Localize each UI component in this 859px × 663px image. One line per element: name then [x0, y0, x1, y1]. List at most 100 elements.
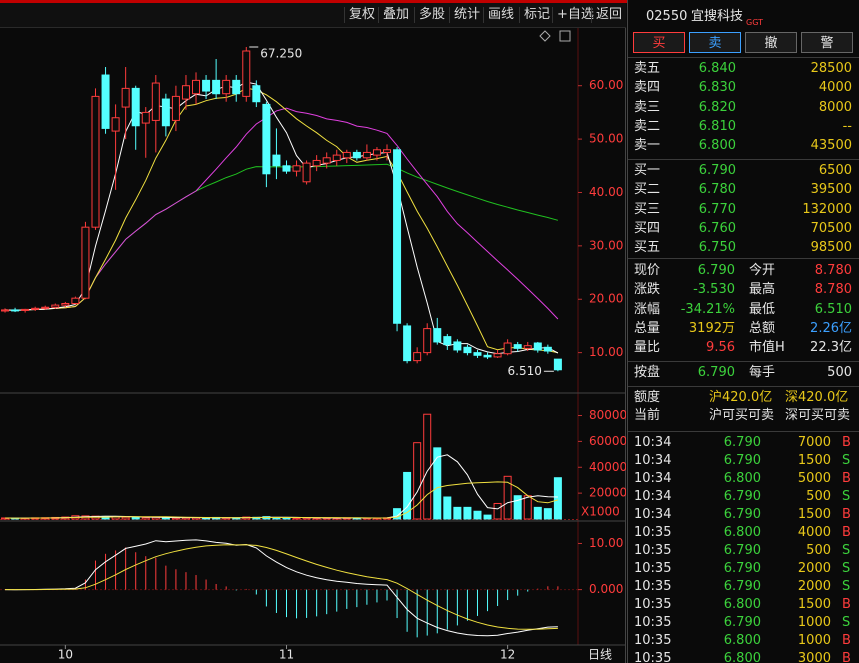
candle-body [11, 309, 20, 312]
kline-chart: 10.00 20.00 30.00 40.00 50.00 60.00 20000 40000… [0, 0, 626, 663]
action-button[interactable]: 买 [633, 32, 685, 53]
candle-body [423, 328, 432, 354]
toolbar-button[interactable]: 统计 [454, 7, 481, 22]
candle-body [41, 306, 50, 309]
candle-body [232, 79, 241, 95]
volume-unit: X1000 [581, 505, 620, 519]
candle-body [212, 79, 221, 95]
stat-label: 总额 [749, 320, 776, 336]
trade-volume: 1500 [797, 597, 831, 612]
book-volume: 6500 [818, 163, 852, 178]
trade-price: 6.800 [723, 651, 761, 663]
candle-body [282, 165, 291, 172]
toolbar-button[interactable]: 返回 [596, 7, 623, 22]
annotation-label: 6.510 [508, 364, 542, 378]
trade-price: 6.800 [723, 597, 761, 612]
candle-body [121, 87, 130, 108]
trade-volume: 1500 [797, 507, 831, 522]
volume-bar [503, 475, 512, 520]
volume-bar [493, 502, 502, 520]
trade-side: S [842, 543, 851, 558]
stat-label: 最高 [749, 282, 776, 298]
trade-price: 6.790 [723, 579, 761, 594]
candle-body [161, 98, 170, 127]
trade-time: 10:34 [634, 435, 672, 450]
trade-side: B [842, 651, 851, 663]
stat-label: 总量 [634, 320, 661, 336]
stat-value: 6.510 [814, 301, 852, 317]
toolbar-separator [519, 7, 520, 23]
stat-value: -3.530 [693, 282, 735, 298]
toolbar-button[interactable]: 画线 [488, 7, 515, 22]
action-button[interactable]: 警 [801, 32, 853, 53]
stat-value: 3192万 [688, 320, 735, 336]
book-label: 买五 [634, 240, 661, 255]
trade-side: B [842, 525, 851, 540]
candle-body [171, 95, 180, 121]
toolbar-separator [552, 7, 553, 23]
volume-bar [473, 510, 482, 520]
volume-bar [513, 495, 522, 520]
toolbar-button[interactable]: 多股 [419, 7, 446, 22]
trade-price: 6.800 [723, 633, 761, 648]
candle-body [272, 154, 281, 167]
trade-volume: 500 [806, 543, 831, 558]
trade-time: 10:35 [634, 597, 672, 612]
quote-value: 500 [827, 365, 852, 380]
toolbar-button[interactable]: 叠加 [383, 7, 410, 22]
y-tick-label: 80000 [589, 408, 626, 422]
book-label: 卖四 [634, 80, 661, 96]
trade-side: B [842, 435, 851, 450]
action-button[interactable]: 卖 [689, 32, 741, 53]
x-tick-label: 10 [58, 648, 73, 662]
quota-value: 深420.0亿 [785, 390, 849, 405]
candle-body [141, 111, 150, 124]
book-price: 6.770 [698, 201, 736, 217]
trade-time: 10:34 [634, 489, 672, 504]
stat-value: 9.56 [706, 340, 735, 355]
volume-bar [282, 517, 291, 520]
candle-body [403, 325, 412, 362]
trade-volume: 1500 [797, 453, 831, 468]
x-tick-label: 12 [500, 648, 515, 662]
candle-body [131, 87, 140, 127]
action-button[interactable]: 撤 [745, 32, 797, 53]
candle-body [553, 358, 562, 371]
volume-bar [463, 506, 472, 520]
quota-value: 沪420.0亿 [709, 390, 773, 405]
candle-body [342, 151, 351, 159]
candle-body [463, 346, 472, 354]
current-value: 深可买可卖 [785, 408, 851, 423]
toolbar-button[interactable]: +自选 [557, 7, 594, 22]
trade-volume: 2000 [797, 561, 831, 576]
trade-volume: 3000 [797, 651, 831, 663]
candle-body [453, 341, 462, 351]
macd-group [4, 539, 559, 638]
candle-body [352, 151, 361, 159]
candle-body [31, 307, 40, 310]
trade-time: 10:35 [634, 525, 672, 540]
y-tick-label: 60000 [589, 434, 626, 448]
volume-bar [292, 517, 301, 520]
book-label: 卖二 [634, 118, 661, 134]
candle-body [493, 353, 502, 358]
trade-side: S [842, 615, 851, 630]
separator [628, 258, 859, 259]
candle-body [372, 149, 381, 156]
candle-body [473, 352, 482, 356]
trade-volume: 2000 [797, 579, 831, 594]
book-price: 6.800 [698, 138, 736, 153]
candle-body [513, 344, 522, 349]
volume-bar [393, 508, 402, 520]
toolbar-button[interactable]: 标记 [524, 7, 551, 22]
book-label: 买三 [634, 201, 661, 217]
y-tick-label: 40000 [589, 460, 626, 474]
quota-label: 额度 [634, 390, 661, 405]
toolbar: 复权 叠加 多股 统计 画线 标记 +自选 返回 [0, 3, 626, 28]
candle-body [101, 74, 110, 129]
toolbar-separator [483, 7, 484, 23]
stat-label: 涨幅 [634, 301, 661, 317]
stat-label: 最低 [749, 301, 776, 317]
toolbar-button[interactable]: 复权 [349, 7, 376, 22]
separator [628, 386, 859, 387]
